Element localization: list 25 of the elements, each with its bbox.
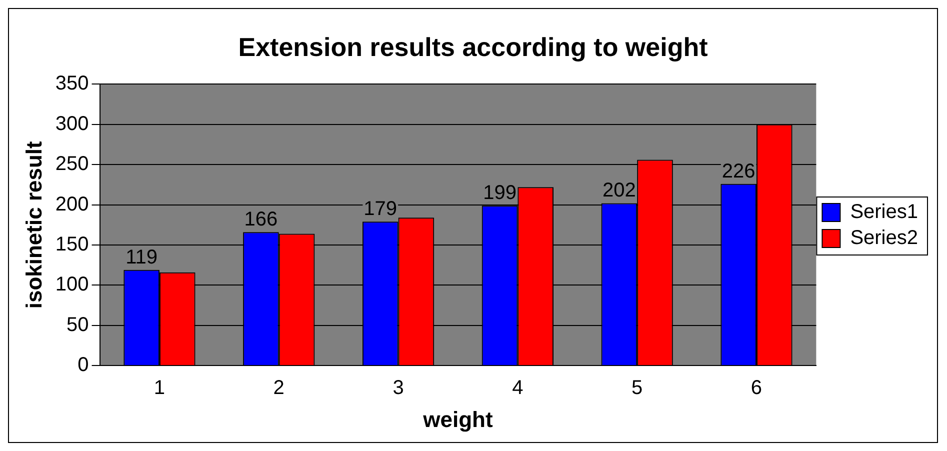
y-tick-label: 300: [55, 112, 89, 135]
legend-label: Series1: [850, 201, 918, 224]
y-tick-label: 250: [55, 153, 89, 176]
x-tick-label: 4: [512, 377, 524, 400]
legend-label: Series2: [850, 227, 918, 250]
x-axis-title: weight: [422, 406, 494, 432]
data-label: 179: [364, 198, 398, 220]
data-label: 119: [126, 246, 158, 268]
x-tick-label: 2: [273, 377, 284, 400]
y-tick-label: 50: [66, 314, 89, 336]
y-tick-label: 100: [55, 274, 89, 296]
y-axis-title: isokinetic result: [21, 140, 46, 309]
data-label: 202: [602, 180, 636, 202]
chart-title: Extension results according to weight: [238, 32, 708, 62]
y-tick-label: 150: [55, 234, 89, 256]
y-tick-label: 200: [55, 193, 89, 216]
x-tick-label: 5: [632, 377, 643, 400]
data-label: 226: [722, 160, 756, 182]
x-tick-label: 1: [154, 377, 166, 400]
y-tick-label: 0: [78, 354, 89, 376]
data-label: 199: [483, 182, 516, 204]
x-tick-label: 6: [750, 377, 762, 400]
data-label: 166: [244, 208, 278, 231]
y-tick-label: 350: [55, 72, 89, 95]
x-tick-label: 3: [392, 377, 404, 400]
